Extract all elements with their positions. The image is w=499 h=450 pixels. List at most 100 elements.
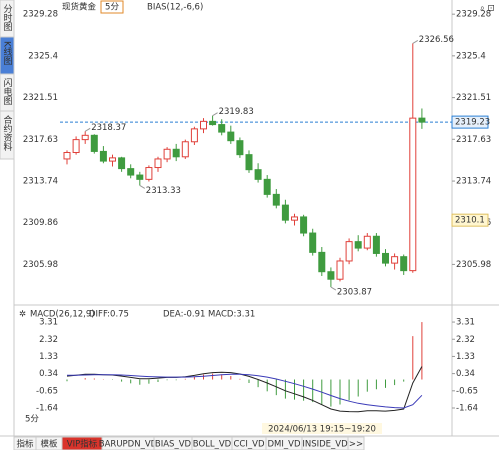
candle-body xyxy=(318,251,326,273)
bottom-tab-label[interactable]: CCI_VD xyxy=(234,440,265,450)
y-tick-label: 2325.4 xyxy=(28,51,58,61)
candle-body xyxy=(99,150,107,162)
candle-body xyxy=(245,154,253,171)
bottom-tab-label[interactable]: VIP指标 xyxy=(67,439,98,450)
candle-body xyxy=(227,131,235,142)
extreme-label: 2319.83 xyxy=(219,107,254,117)
side-tab[interactable] xyxy=(0,110,15,160)
period-box[interactable] xyxy=(100,0,124,14)
period[interactable]: 5分 xyxy=(105,3,119,13)
candle-body xyxy=(354,241,362,249)
candle-body xyxy=(281,204,289,221)
y-tick-label: 2305.98 xyxy=(23,260,58,270)
candle-body xyxy=(200,120,207,130)
extreme-pointer xyxy=(212,112,218,117)
y-tick-label: -0.65 xyxy=(456,386,478,396)
y-tick-label: 2321.51 xyxy=(456,93,491,103)
marker-price-label: 2310.1 xyxy=(455,216,485,226)
candle-body xyxy=(154,158,162,169)
side-tab-label[interactable]: 合约资料 xyxy=(2,114,13,152)
candle-body xyxy=(236,140,244,156)
y-tick-label: -1.64 xyxy=(36,403,58,413)
candle-body xyxy=(300,216,308,234)
extreme-pointer xyxy=(412,39,419,44)
candle-body xyxy=(291,216,298,221)
side-tab-label[interactable]: 闪电图 xyxy=(2,78,13,106)
extreme-label: 2326.56 xyxy=(419,35,454,45)
y-tick-label: 2305.98 xyxy=(456,260,491,270)
candle-body xyxy=(382,252,389,264)
cursor-time-box xyxy=(262,423,382,434)
candle-body xyxy=(118,157,126,170)
marker-price-box xyxy=(451,213,489,227)
candle-body xyxy=(145,167,153,180)
extreme-label: 2303.87 xyxy=(337,288,372,298)
extreme-label: 2313.33 xyxy=(146,186,181,196)
candle-body xyxy=(172,148,180,158)
candle-body xyxy=(209,120,217,126)
candle-body xyxy=(136,174,144,180)
bottom-tab-label[interactable]: INSIDE_VD xyxy=(302,440,348,450)
y-tick-label: 0.34 xyxy=(39,369,58,379)
bottom-tab-label[interactable]: BOLL_VD xyxy=(193,440,232,450)
bottom-tab-label[interactable]: 指标 xyxy=(16,439,34,450)
candle-body xyxy=(109,157,116,162)
y-tick-label: 2321.51 xyxy=(23,93,58,103)
candle-body xyxy=(181,141,189,158)
candle-body xyxy=(263,178,271,195)
y-tick-label: 2329.28 xyxy=(456,10,491,20)
bottom-tab-label[interactable]: BARUPDN_VD xyxy=(99,440,158,450)
extreme-pointer xyxy=(84,127,91,132)
macd-label: DEA:-0.91 xyxy=(163,310,205,320)
y-tick-label: 3.31 xyxy=(456,318,475,328)
candle-body xyxy=(254,169,262,180)
candle-body xyxy=(400,256,408,272)
y-tick-label: 2.32 xyxy=(456,335,475,345)
macd-line xyxy=(67,373,423,409)
y-tick-label: 2317.63 xyxy=(456,135,491,145)
macd-line xyxy=(66,366,423,413)
candle-body xyxy=(391,256,399,264)
bottom-tab-label[interactable]: 模板 xyxy=(40,439,58,450)
extreme-pointer xyxy=(139,185,146,189)
settings-icon[interactable]: ✲ xyxy=(19,310,26,320)
y-tick-label: 1.33 xyxy=(39,352,58,362)
side-tab-label[interactable]: K线图 xyxy=(2,41,13,66)
candle-body xyxy=(218,124,226,133)
y-tick-label: 2309.86 xyxy=(23,218,58,228)
candle-body xyxy=(272,193,280,206)
candle-body xyxy=(63,152,71,160)
bottom-tab-label[interactable]: BIAS_VD xyxy=(155,440,192,450)
candle-body xyxy=(418,117,426,123)
y-tick-label: 2317.63 xyxy=(23,135,58,145)
candle-body xyxy=(327,271,335,280)
last-price-label: 2319.23 xyxy=(455,118,490,128)
indicator: BIAS(12,-6,6) xyxy=(147,3,203,13)
candle-body xyxy=(72,139,80,153)
last-price-box xyxy=(451,115,489,129)
candle-body xyxy=(90,134,98,152)
y-tick-label: 2329.28 xyxy=(23,10,58,20)
symbol: 现货黄金 xyxy=(62,2,97,13)
y-tick-label: 3.31 xyxy=(39,318,58,328)
y-tick-label: -1.64 xyxy=(456,403,478,413)
y-tick-label: 0.34 xyxy=(456,369,475,379)
y-tick-label: 2313.74 xyxy=(23,177,58,187)
side-tab-label[interactable]: 分时图 xyxy=(2,4,13,32)
bottom-tab-label[interactable]: DMI_VD xyxy=(268,440,301,450)
candle-body xyxy=(372,235,380,254)
candle-body xyxy=(363,235,371,249)
y-tick-label: -0.65 xyxy=(36,386,58,396)
candle-body xyxy=(163,148,171,160)
y-tick-label: 2313.74 xyxy=(456,177,491,187)
candle-body xyxy=(345,241,353,262)
bottom-tab-label[interactable]: >> xyxy=(349,440,363,450)
candle-body xyxy=(81,134,89,141)
period-label: 5分 xyxy=(25,415,39,425)
macd-label: DIFF:0.75 xyxy=(89,310,129,320)
bottom-tab[interactable] xyxy=(347,436,365,450)
candle-body xyxy=(409,117,417,272)
header-icons[interactable]: ⌕ ⊡ xyxy=(480,4,495,14)
macd-title: MACD(26,12,9) xyxy=(30,310,95,320)
macd-label: MACD:3.31 xyxy=(208,310,255,320)
